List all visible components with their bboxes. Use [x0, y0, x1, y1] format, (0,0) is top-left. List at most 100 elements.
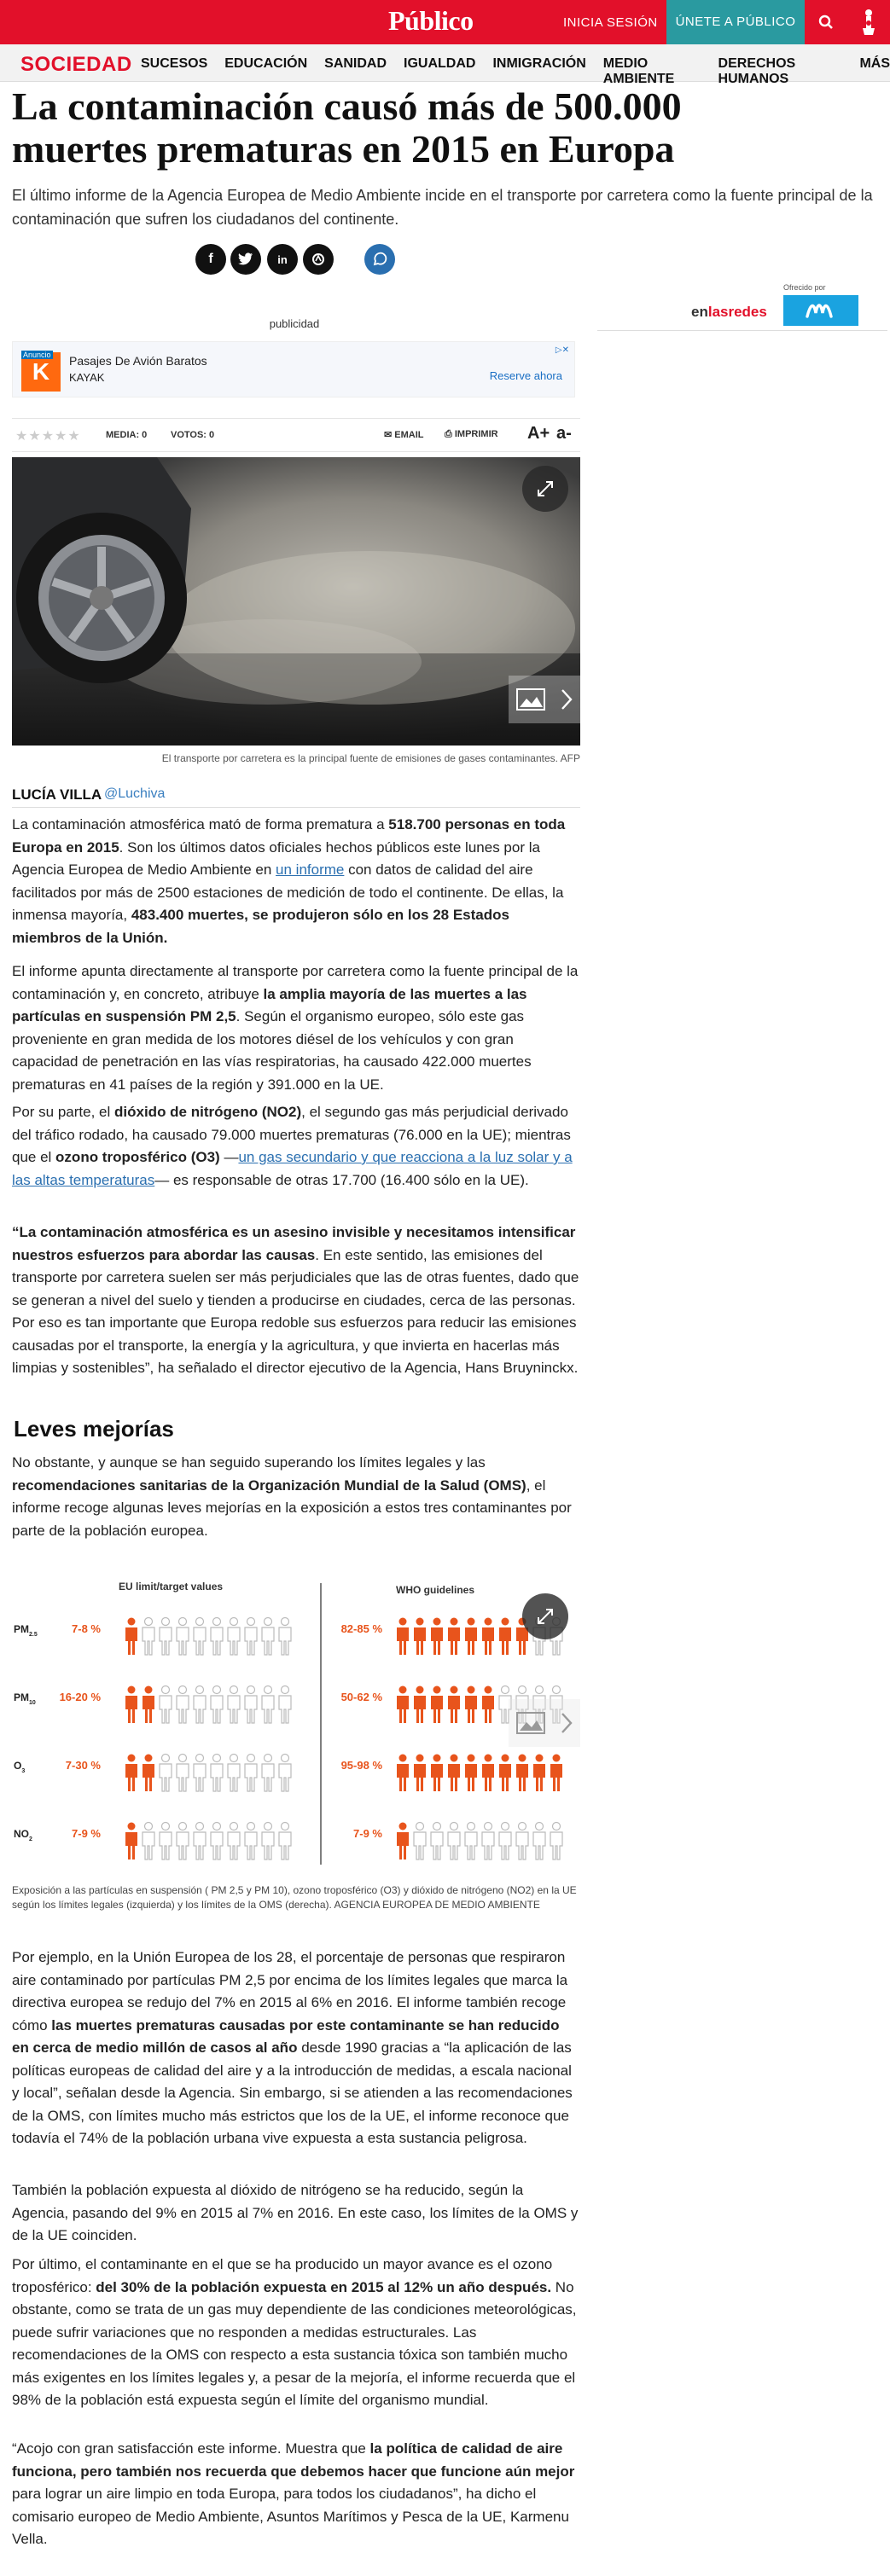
who-person-icon [414, 1617, 426, 1655]
eu-person-icon [125, 1685, 137, 1723]
eu-value: 7-9 % [72, 1827, 101, 1840]
article-title: La contaminación causó más de 500.000 mu… [12, 84, 682, 171]
email-button[interactable]: ✉ EMAIL [384, 430, 424, 440]
p3-bold: ozono troposférico (O3) [55, 1149, 220, 1165]
eu-person-icon [159, 1685, 172, 1724]
article-paragraph: “Acojo con gran satisfacción este inform… [12, 2438, 580, 2551]
ad-close-icon[interactable]: ▷✕ [555, 345, 569, 355]
eu-person-icon [210, 1753, 224, 1792]
right-divider [597, 330, 887, 331]
gallery-next-icon[interactable] [509, 676, 580, 723]
twitter-share-icon[interactable] [230, 244, 261, 275]
expand-icon[interactable] [522, 466, 568, 512]
p7-text: También la población expuesta al dióxido… [12, 2182, 579, 2243]
subheading: Leves mejorías [14, 1416, 174, 1442]
eu-person-icon [261, 1821, 275, 1860]
who-person-icon [532, 1685, 546, 1724]
eu-person-icon [176, 1685, 189, 1724]
meneame-share-icon[interactable] [303, 244, 334, 275]
nav-item-educacion[interactable]: EDUCACIÓN [224, 56, 308, 71]
article-paragraph: No obstante, y aunque se han seguido sup… [12, 1452, 580, 1542]
who-person-icon [533, 1754, 545, 1791]
facebook-share-icon[interactable]: f [195, 244, 226, 275]
infographic-expand-icon[interactable] [522, 1593, 568, 1639]
nav-item-medio-ambiente[interactable]: MEDIO AMBIENTE [602, 56, 675, 86]
who-person-icon [431, 1685, 443, 1723]
eu-person-icon [244, 1685, 258, 1724]
eu-person-icon [125, 1617, 137, 1655]
eu-person-icon [244, 1616, 258, 1656]
nav-item-inmigracion[interactable]: INMIGRACIÓN [492, 56, 586, 71]
photo-caption: El transporte por carretera es la princi… [161, 752, 580, 764]
article-paragraph: La contaminación atmosférica mató de for… [12, 814, 580, 949]
eu-person-icon [159, 1753, 172, 1792]
movistar-logo[interactable] [783, 295, 858, 326]
author-handle[interactable]: @Luchiva [104, 786, 166, 801]
p4-text: . En este sentido, las emisiones del tra… [12, 1246, 579, 1377]
who-value: 82-85 % [341, 1622, 383, 1635]
p4-bold: “La contaminación atmosférica es un ases… [12, 1224, 576, 1263]
nav-item-sanidad[interactable]: SANIDAD [324, 56, 387, 71]
eu-value: 7-8 % [72, 1622, 101, 1635]
ad-banner[interactable]: K Anuncio Pasajes De Avión Baratos KAYAK… [12, 341, 575, 397]
p2-text: El informe apunta directamente al transp… [12, 963, 579, 1002]
rating-stars[interactable]: ★★★★★ [15, 429, 81, 444]
nav-item-derechos-humanos[interactable]: DERECHOS HUMANOS [718, 56, 796, 86]
infographic-gallery-next-icon[interactable] [509, 1699, 580, 1747]
who-person-icon [550, 1754, 562, 1791]
join-button[interactable]: ÚNETE A PÚBLICO [666, 0, 805, 44]
who-person-icon [465, 1617, 477, 1655]
who-person-icon [498, 1821, 512, 1860]
site-logo[interactable]: Público [388, 5, 474, 36]
p5-text: No obstante, y aunque se han seguido sup… [12, 1454, 486, 1471]
ad-title[interactable]: Pasajes De Avión Baratos [69, 354, 207, 368]
whatsapp-share-icon[interactable] [364, 244, 395, 275]
font-increase-button[interactable]: A+ [527, 424, 550, 443]
ozone-link[interactable]: un gas secundario y que reacciona a la l… [12, 1149, 573, 1188]
eu-person-icon [278, 1685, 292, 1724]
who-person-icon [397, 1685, 409, 1723]
who-person-icon [447, 1821, 461, 1860]
eu-person-icon [278, 1753, 292, 1792]
who-value: 7-9 % [353, 1827, 382, 1840]
login-link[interactable]: INICIA SESIÓN [563, 15, 658, 30]
pollution-infographic[interactable]: EU limit/target values WHO guidelines PM2.… [12, 1566, 580, 1890]
article-paragraph: “La contaminación atmosférica es un ases… [12, 1221, 580, 1380]
eu-person-icon [227, 1753, 241, 1792]
eu-person-icon [210, 1616, 224, 1656]
print-button[interactable]: ⎙ IMPRIMIR [445, 429, 498, 439]
font-decrease-button[interactable]: a- [556, 424, 572, 443]
ad-cta-link[interactable]: Reserve ahora [489, 369, 562, 382]
author-name[interactable]: LUCÍA VILLA [12, 786, 102, 803]
linkedin-share-icon[interactable]: in [267, 244, 298, 275]
brand-suffix: lasredes [707, 304, 767, 320]
p8-text: No obstante, como se trata de un gas muy… [12, 2278, 577, 2409]
eu-person-icon [159, 1616, 172, 1656]
p3-bold: dióxido de nitrógeno (NO2) [114, 1104, 302, 1120]
section-bar: SOCIEDAD SUCESOS EDUCACIÓN SANIDAD IGUAL… [0, 44, 890, 86]
nav-item-sucesos[interactable]: SUCESOS [141, 56, 208, 71]
search-icon[interactable] [805, 0, 847, 44]
who-person-icon [550, 1685, 563, 1724]
who-person-icon [397, 1822, 409, 1859]
article-photo[interactable] [12, 457, 580, 746]
who-person-icon [515, 1821, 529, 1860]
article-paragraph: Por su parte, el dióxido de nitrógeno (N… [12, 1101, 580, 1192]
p6-text: Por ejemplo, en la Unión Europea de los … [12, 1949, 568, 2034]
p2-bold: la amplia mayoría de las muertes a las p… [12, 985, 527, 1025]
section-title[interactable]: SOCIEDAD [20, 53, 132, 76]
who-person-icon [499, 1754, 511, 1791]
who-person-icon [431, 1617, 443, 1655]
p5-bold: recomendaciones sanitarias de la Organiz… [12, 1477, 526, 1494]
enlasredes-brand[interactable]: enlasredes [691, 304, 767, 321]
report-link[interactable]: un informe [276, 862, 345, 878]
nav-item-igualdad[interactable]: IGUALDAD [404, 56, 476, 71]
article-paragraph: Por último, el contaminante en el que se… [12, 2254, 580, 2412]
top-bar: Público INICIA SESIÓN ÚNETE A PÚBLICO [0, 0, 890, 44]
article-paragraph: También la población expuesta al dióxido… [12, 2179, 580, 2248]
nav-item-mas[interactable]: MÁS [859, 56, 890, 71]
eu-person-icon [143, 1754, 154, 1791]
who-person-icon [465, 1754, 477, 1791]
who-person-icon [465, 1685, 477, 1723]
republic-emblem-icon[interactable] [847, 0, 890, 44]
